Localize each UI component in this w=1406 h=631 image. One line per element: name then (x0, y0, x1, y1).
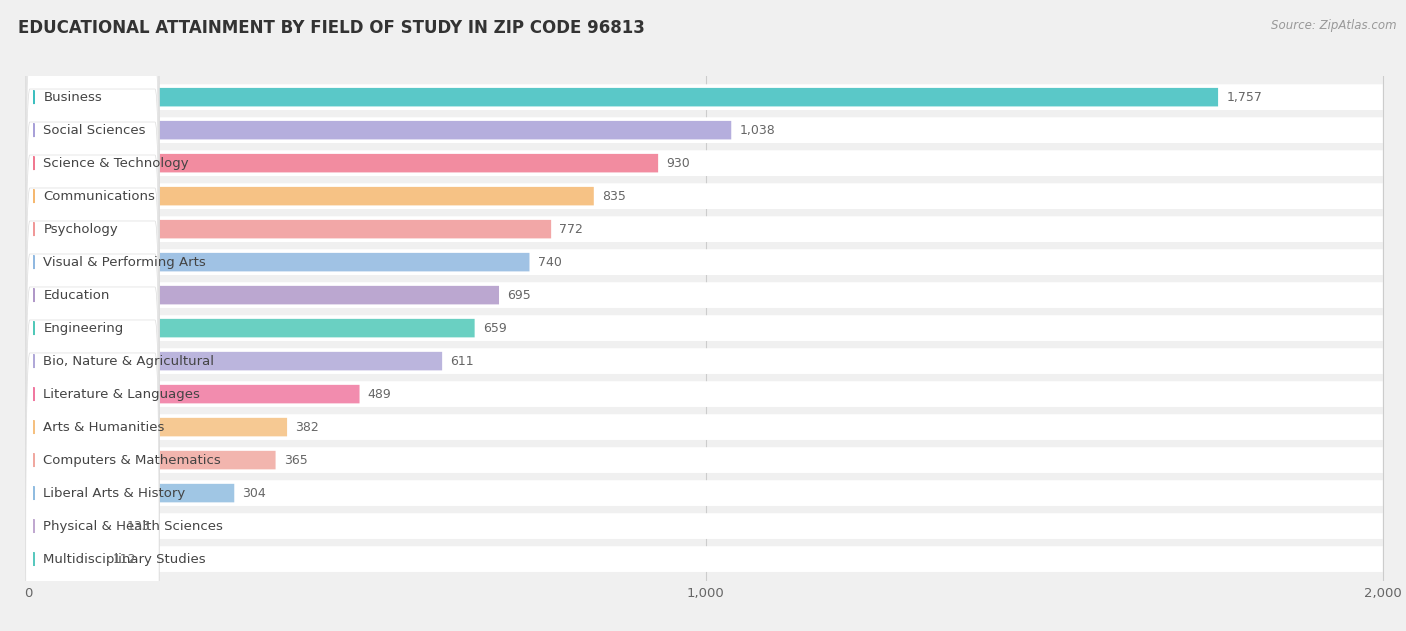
Text: 382: 382 (295, 421, 319, 433)
FancyBboxPatch shape (25, 155, 159, 567)
Text: Science & Technology: Science & Technology (44, 156, 188, 170)
FancyBboxPatch shape (28, 183, 1382, 209)
FancyBboxPatch shape (28, 381, 1382, 407)
Text: Visual & Performing Arts: Visual & Performing Arts (44, 256, 207, 269)
FancyBboxPatch shape (25, 89, 159, 501)
FancyBboxPatch shape (28, 282, 1382, 308)
FancyBboxPatch shape (25, 0, 159, 369)
Text: Liberal Arts & History: Liberal Arts & History (44, 487, 186, 500)
Text: Social Sciences: Social Sciences (44, 124, 146, 137)
FancyBboxPatch shape (28, 546, 1382, 572)
Text: 304: 304 (242, 487, 266, 500)
FancyBboxPatch shape (28, 550, 104, 569)
FancyBboxPatch shape (25, 122, 159, 534)
Text: 835: 835 (602, 190, 626, 203)
FancyBboxPatch shape (28, 348, 1382, 374)
FancyBboxPatch shape (25, 0, 159, 402)
FancyBboxPatch shape (28, 85, 1382, 110)
Text: Education: Education (44, 288, 110, 302)
FancyBboxPatch shape (28, 286, 499, 304)
Text: 1,038: 1,038 (740, 124, 775, 137)
Text: 659: 659 (482, 322, 506, 334)
FancyBboxPatch shape (28, 150, 1382, 176)
Text: 112: 112 (112, 553, 136, 565)
FancyBboxPatch shape (28, 385, 360, 403)
FancyBboxPatch shape (28, 414, 1382, 440)
Text: 772: 772 (560, 223, 583, 235)
FancyBboxPatch shape (28, 480, 1382, 506)
Text: Arts & Humanities: Arts & Humanities (44, 421, 165, 433)
Text: Psychology: Psychology (44, 223, 118, 235)
Text: Multidisciplinary Studies: Multidisciplinary Studies (44, 553, 205, 565)
Text: 133: 133 (127, 519, 150, 533)
FancyBboxPatch shape (28, 352, 441, 370)
FancyBboxPatch shape (28, 121, 731, 139)
FancyBboxPatch shape (25, 320, 159, 631)
FancyBboxPatch shape (28, 216, 1382, 242)
Text: Engineering: Engineering (44, 322, 124, 334)
FancyBboxPatch shape (25, 23, 159, 435)
Text: 695: 695 (508, 288, 531, 302)
FancyBboxPatch shape (28, 447, 1382, 473)
FancyBboxPatch shape (28, 319, 475, 338)
FancyBboxPatch shape (25, 188, 159, 600)
Text: Literature & Languages: Literature & Languages (44, 387, 200, 401)
Text: EDUCATIONAL ATTAINMENT BY FIELD OF STUDY IN ZIP CODE 96813: EDUCATIONAL ATTAINMENT BY FIELD OF STUDY… (18, 19, 645, 37)
Text: Business: Business (44, 91, 103, 103)
FancyBboxPatch shape (28, 418, 287, 437)
Text: Source: ZipAtlas.com: Source: ZipAtlas.com (1271, 19, 1396, 32)
FancyBboxPatch shape (28, 249, 1382, 275)
FancyBboxPatch shape (28, 517, 118, 535)
FancyBboxPatch shape (25, 56, 159, 468)
FancyBboxPatch shape (25, 0, 159, 304)
FancyBboxPatch shape (25, 254, 159, 631)
Text: Communications: Communications (44, 190, 155, 203)
Text: 611: 611 (450, 355, 474, 368)
Text: Computers & Mathematics: Computers & Mathematics (44, 454, 221, 466)
FancyBboxPatch shape (28, 484, 235, 502)
FancyBboxPatch shape (28, 316, 1382, 341)
FancyBboxPatch shape (28, 154, 658, 172)
Text: 1,757: 1,757 (1226, 91, 1263, 103)
FancyBboxPatch shape (28, 117, 1382, 143)
FancyBboxPatch shape (28, 253, 530, 271)
Text: 930: 930 (666, 156, 690, 170)
Text: 740: 740 (537, 256, 561, 269)
Text: 489: 489 (367, 387, 391, 401)
FancyBboxPatch shape (28, 88, 1218, 107)
FancyBboxPatch shape (28, 513, 1382, 539)
FancyBboxPatch shape (25, 287, 159, 631)
FancyBboxPatch shape (25, 353, 159, 631)
FancyBboxPatch shape (25, 221, 159, 631)
Text: Bio, Nature & Agricultural: Bio, Nature & Agricultural (44, 355, 214, 368)
FancyBboxPatch shape (28, 220, 551, 239)
Text: 365: 365 (284, 454, 308, 466)
Text: Physical & Health Sciences: Physical & Health Sciences (44, 519, 224, 533)
FancyBboxPatch shape (28, 187, 593, 206)
FancyBboxPatch shape (25, 0, 159, 336)
FancyBboxPatch shape (28, 451, 276, 469)
